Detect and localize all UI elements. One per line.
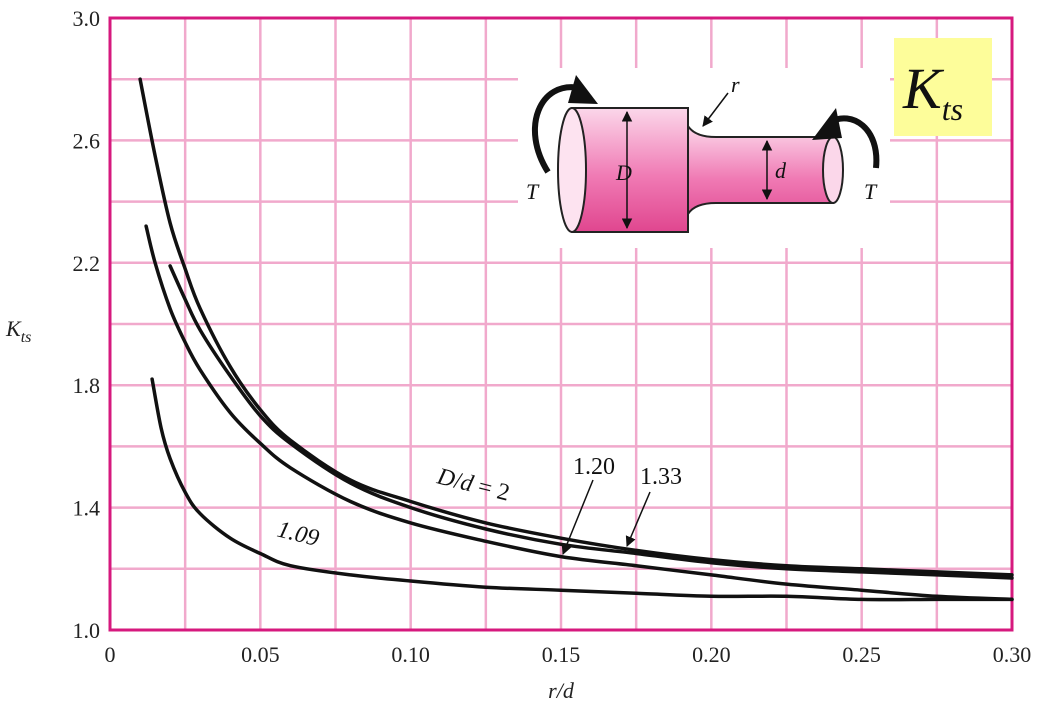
- y-axis-title: Kts: [5, 316, 31, 346]
- y-axis-title-sub: ts: [21, 329, 32, 346]
- kts-badge-background: [894, 38, 992, 136]
- y-tick-label: 2.6: [73, 128, 101, 153]
- y-tick-labels: 1.0 1.4 1.8 2.2 2.6 3.0: [73, 6, 101, 643]
- x-tick-label: 0.10: [391, 642, 430, 667]
- x-tick-label: 0.30: [993, 642, 1032, 667]
- dimension-d-label: d: [775, 158, 787, 183]
- y-tick-label: 1.4: [73, 496, 101, 521]
- series-line-0: [138, 77, 1014, 577]
- series-line-3: [150, 377, 1014, 602]
- label-1-20: 1.20: [573, 454, 615, 480]
- curves: [138, 77, 1014, 602]
- torque-arrow-right-head: [812, 108, 842, 140]
- torque-label-right: T: [864, 179, 878, 204]
- y-tick-label: 3.0: [73, 6, 101, 31]
- fillet-radius-leader: [702, 92, 729, 127]
- x-tick-label: 0.05: [241, 642, 280, 667]
- kts-badge: Kts: [894, 38, 992, 136]
- y-axis-title-main: K: [5, 316, 22, 341]
- small-shaft: [687, 122, 834, 218]
- fillet-radius-label: r: [731, 72, 740, 97]
- shaft-diagram: D d r T T: [518, 68, 890, 248]
- leader-1-33: [625, 491, 651, 547]
- series-line-2: [144, 224, 1014, 602]
- x-tick-label: 0: [105, 642, 116, 667]
- series-line-1: [168, 264, 1014, 580]
- x-tick-labels: 0 0.05 0.10 0.15 0.20 0.25 0.30: [105, 642, 1032, 667]
- leader-1-20: [561, 479, 594, 555]
- y-tick-label: 1.8: [73, 373, 101, 398]
- label-dd-2-value: = 2: [469, 472, 512, 506]
- plot-frame: [108, 16, 1014, 632]
- x-tick-label: 0.20: [692, 642, 731, 667]
- kts-badge-sub: ts: [942, 91, 963, 127]
- torque-arrow-left: [531, 84, 581, 174]
- label-1-09: 1.09: [275, 517, 322, 552]
- small-shaft-end: [822, 136, 844, 204]
- y-tick-label: 2.2: [73, 251, 101, 276]
- x-tick-label: 0.25: [842, 642, 881, 667]
- kts-badge-text: Kts: [902, 56, 963, 127]
- torque-label-left: T: [526, 179, 540, 204]
- kts-badge-main: K: [902, 56, 945, 121]
- y-tick-label: 1.0: [73, 618, 101, 643]
- label-1-33: 1.33: [640, 464, 682, 490]
- x-tick-label: 0.15: [542, 642, 581, 667]
- x-axis-title: r/d: [548, 678, 575, 703]
- torque-arrow-left-head: [568, 75, 598, 104]
- dimension-D-label: D: [615, 160, 632, 185]
- large-shaft-face: [557, 107, 587, 233]
- label-dd-2: D/d = 2: [434, 463, 513, 506]
